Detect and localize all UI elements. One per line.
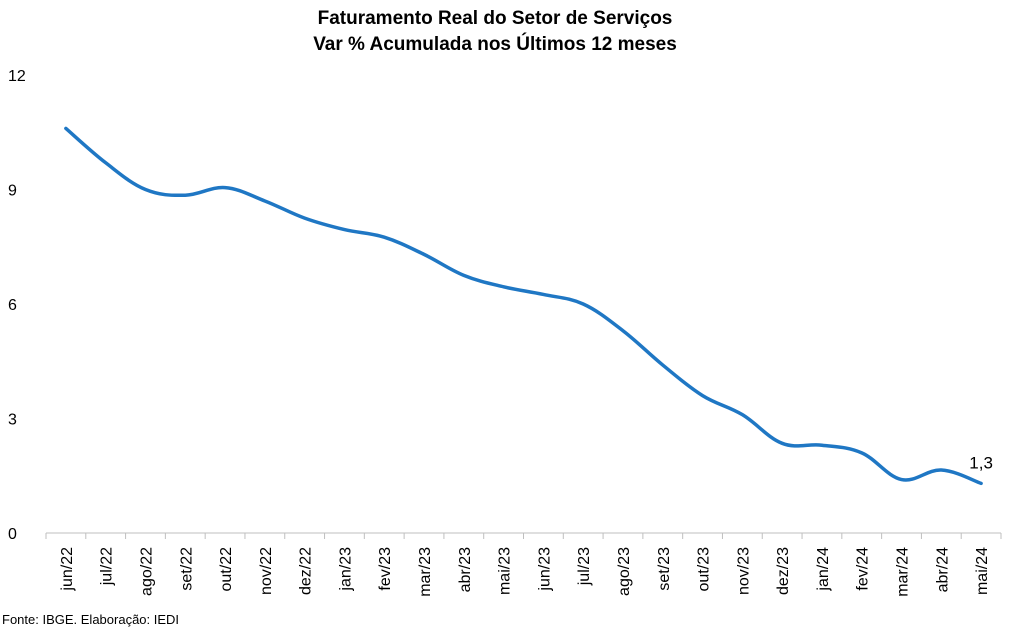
x-tick-label: dez/23 bbox=[775, 547, 792, 595]
y-tick-label: 3 bbox=[8, 412, 17, 429]
x-tick-label: mar/24 bbox=[895, 547, 912, 597]
chart-subtitle: Var % Acumulada nos Últimos 12 meses bbox=[313, 34, 677, 55]
x-tick-label: jul/22 bbox=[99, 547, 116, 586]
chart-title: Faturamento Real do Setor de Serviços Va… bbox=[0, 6, 990, 58]
x-tick-label: fev/24 bbox=[855, 547, 872, 591]
source-note: Fonte: IBGE. Elaboração: IEDI bbox=[2, 612, 180, 627]
x-tick-label: nov/23 bbox=[735, 547, 752, 595]
x-tick-label: set/23 bbox=[656, 547, 673, 591]
y-tick-label: 6 bbox=[8, 297, 17, 314]
x-tick-label: ago/22 bbox=[138, 547, 155, 596]
series-points bbox=[64, 127, 982, 485]
x-tick-label: mar/23 bbox=[417, 547, 434, 597]
x-tick-label: jan/24 bbox=[815, 547, 832, 592]
data-label-last: 1,3 bbox=[969, 453, 993, 472]
x-tick-label: set/22 bbox=[178, 547, 195, 591]
x-tick-label: jul/23 bbox=[576, 547, 593, 586]
y-tick-label: 0 bbox=[8, 526, 17, 543]
x-tick-label: ago/23 bbox=[616, 547, 633, 596]
x-tick-label: jan/23 bbox=[337, 547, 354, 592]
x-tick-label: jun/23 bbox=[536, 547, 553, 592]
x-tick-label: abr/23 bbox=[457, 547, 474, 592]
x-tick-label: mai/24 bbox=[974, 547, 991, 595]
y-tick-label: 12 bbox=[8, 68, 26, 85]
y-tick-label: 9 bbox=[8, 183, 17, 200]
x-tick-label: jun/22 bbox=[59, 547, 76, 592]
x-tick-label: mai/23 bbox=[497, 547, 514, 595]
x-tick-label: out/22 bbox=[218, 547, 235, 592]
chart-title-main: Faturamento Real do Setor de Serviços bbox=[317, 8, 673, 29]
y-axis-ticks: 0 3 6 9 12 bbox=[8, 68, 26, 543]
x-tick-label: out/23 bbox=[696, 547, 713, 592]
x-tick-label: dez/22 bbox=[298, 547, 315, 595]
x-tick-label: nov/22 bbox=[258, 547, 275, 595]
x-tick-label: fev/23 bbox=[377, 547, 394, 591]
x-tick-label: abr/24 bbox=[934, 547, 951, 592]
series-line bbox=[64, 126, 983, 486]
x-axis-ticks: jun/22 jul/22 ago/22 set/22 out/22 nov/22 dez/… bbox=[45, 533, 1002, 597]
